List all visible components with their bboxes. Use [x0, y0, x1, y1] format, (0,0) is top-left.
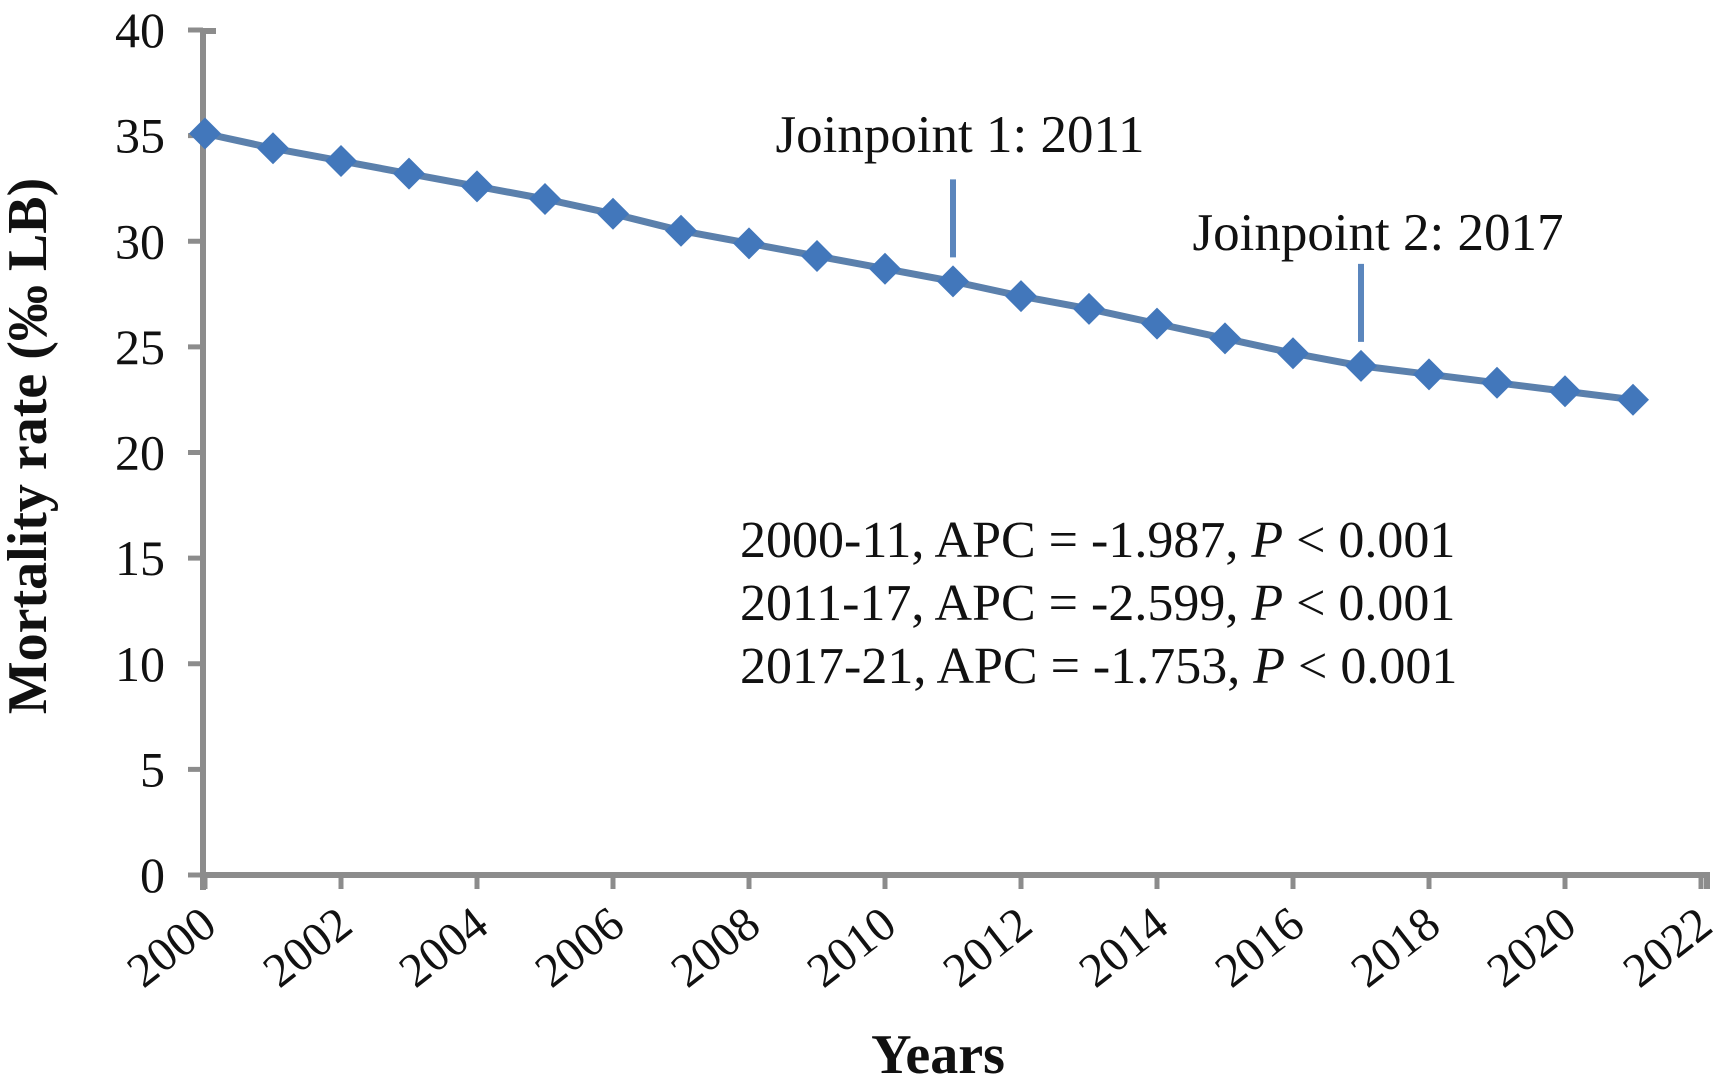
x-tick-label: 2016 [1205, 897, 1313, 998]
x-tick-label: 2018 [1341, 897, 1449, 998]
data-point-marker [1141, 307, 1173, 340]
data-point-marker [1617, 383, 1649, 416]
x-tick-label: 2020 [1477, 897, 1585, 998]
y-axis-title: Mortality rate (‰ LB) [0, 178, 59, 714]
y-tick-label: 10 [115, 636, 165, 692]
y-tick-label: 15 [115, 530, 165, 586]
y-tick-label: 0 [140, 847, 165, 903]
data-point-marker [1481, 366, 1513, 399]
y-tick-label: 30 [115, 213, 165, 269]
x-tick-label: 2008 [661, 897, 769, 998]
y-tick-label: 40 [115, 2, 165, 58]
x-tick-label: 2014 [1069, 897, 1177, 998]
joinpoint-annotations: Joinpoint 1: 2011 Joinpoint 2: 2017 [775, 106, 1564, 342]
y-tick-label: 5 [140, 741, 165, 797]
x-tick-label: 2002 [253, 897, 361, 998]
data-point-marker [461, 170, 493, 203]
x-axis-tick-labels: 2000 2002 2004 2006 2008 2010 2012 2014 2016 2018… [117, 897, 1721, 998]
data-point-marker [325, 144, 357, 177]
data-point-marker [1345, 349, 1377, 382]
data-point-marker [189, 117, 221, 150]
apc-statistics-block: 2000-11, APC = -1.987, P < 0.001 2011-17… [740, 512, 1457, 695]
data-point-marker [529, 183, 561, 215]
apc-stats-line-3: 2017-21, APC = -1.753, P < 0.001 [740, 638, 1457, 695]
data-point-marker [1549, 375, 1581, 408]
data-point-marker [1005, 280, 1037, 313]
joinpoint-1-label: Joinpoint 1: 2011 [775, 106, 1144, 164]
data-point-marker [1209, 322, 1241, 355]
data-point-marker [733, 227, 765, 260]
y-axis-tick-labels: 0 5 10 15 20 25 30 35 40 [115, 2, 165, 903]
apc-stats-line-1: 2000-11, APC = -1.987, P < 0.001 [740, 512, 1455, 569]
y-tick-label: 20 [115, 425, 165, 481]
apc-stats-line-2: 2011-17, APC = -2.599, P < 0.001 [740, 575, 1455, 632]
data-point-marker [1413, 358, 1445, 391]
data-point-marker [937, 265, 969, 298]
data-point-marker [1277, 337, 1309, 370]
data-point-marker [869, 252, 901, 285]
joinpoint-2-label: Joinpoint 2: 2017 [1192, 204, 1563, 262]
x-tick-label: 2012 [933, 897, 1041, 998]
mortality-rate-line-series [189, 117, 1649, 416]
data-point-marker [393, 157, 425, 190]
data-point-marker [665, 214, 697, 247]
x-tick-label: 2004 [389, 897, 497, 998]
mortality-rate-line [204, 130, 1634, 404]
data-point-marker [257, 132, 289, 165]
data-point-marker [597, 197, 629, 230]
data-point-marker [801, 240, 833, 273]
y-tick-label: 35 [115, 108, 165, 164]
axis-lines [200, 28, 1710, 890]
axes [188, 27, 1710, 890]
x-tick-label: 2010 [797, 897, 905, 998]
data-point-marker [1073, 292, 1105, 325]
x-axis-title: Years [871, 1024, 1005, 1086]
y-tick-label: 25 [115, 319, 165, 375]
x-tick-label: 2000 [117, 897, 225, 998]
x-tick-label: 2022 [1613, 897, 1721, 998]
x-tick-label: 2006 [525, 897, 633, 998]
